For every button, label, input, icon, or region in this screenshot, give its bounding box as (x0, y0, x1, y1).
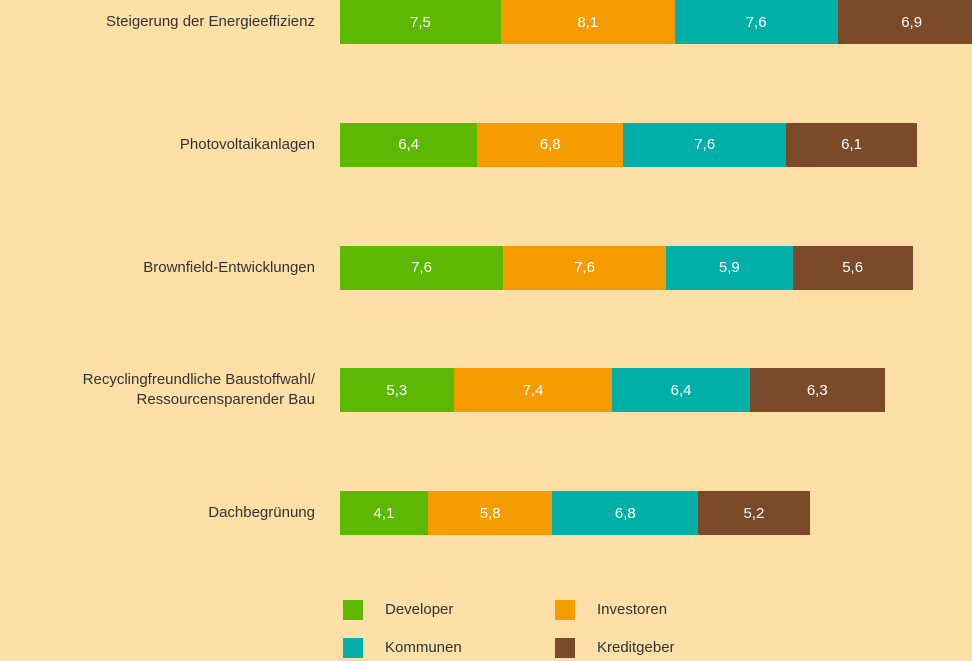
bar-segment: 4,1 (340, 491, 428, 535)
legend-swatch (555, 638, 575, 658)
value-label: 7,6 (745, 13, 767, 31)
bar-segment: 6,3 (749, 368, 885, 413)
value-label: 4,1 (373, 504, 395, 522)
category-label: Steigerung der Energieeffizienz (105, 13, 315, 30)
legend-label: Investoren (597, 601, 668, 618)
value-label: 7,4 (522, 381, 544, 399)
bar-segment: 5,2 (698, 491, 810, 535)
value-label: 5,8 (479, 504, 501, 522)
value-label: 7,6 (411, 259, 432, 276)
value-label: 7,6 (574, 259, 595, 276)
bar-segment: 7,6 (503, 245, 667, 290)
category-label: Brownfield-Entwicklungen (143, 258, 315, 276)
bar-segment: 8,1 (500, 0, 675, 44)
legend-label: Developer (385, 601, 454, 618)
value-label: 6,4 (670, 381, 692, 399)
bar-segment: 7,6 (623, 122, 787, 167)
value-label: 5,6 (842, 259, 864, 276)
bar-segment: 5,3 (340, 368, 454, 413)
legend-label: Kommunen (385, 639, 462, 656)
category-label: Recyclingfreundliche Baustoffwahl/ Resso… (82, 371, 315, 409)
value-label: 7,5 (410, 13, 431, 31)
legend-swatch (343, 638, 363, 658)
value-label: 7,6 (694, 136, 716, 154)
bar-segment: 6,1 (786, 122, 917, 167)
legend-swatch (555, 600, 575, 620)
bar-segment: 7,6 (674, 0, 838, 44)
value-label: 6,1 (841, 136, 862, 154)
bar-segment: 6,9 (837, 0, 972, 44)
bar-segment: 6,8 (552, 491, 699, 535)
value-label: 5,3 (386, 381, 408, 399)
bar-segment: 7,4 (453, 368, 613, 413)
bar-segment: 6,8 (477, 122, 624, 167)
bar-segment: 5,8 (427, 491, 553, 535)
bar-segment: 5,9 (666, 245, 793, 290)
bar-segment: 7,6 (340, 245, 504, 290)
value-label: 6,4 (398, 136, 420, 154)
value-label: 6,9 (901, 13, 923, 31)
value-label: 5,2 (743, 504, 765, 522)
value-label: 8,1 (577, 13, 599, 31)
bar-segment: 6,4 (612, 368, 750, 413)
bar-segment: 6,4 (340, 122, 478, 167)
legend-label: Kreditgeber (597, 639, 675, 656)
value-label: 6,3 (806, 381, 828, 399)
legend-swatch (343, 600, 363, 620)
value-label: 5,9 (718, 259, 740, 276)
value-label: 6,8 (539, 136, 561, 154)
bar-segment: 7,5 (340, 0, 501, 44)
category-label: Dachbegrünung (208, 504, 315, 521)
value-label: 6,8 (614, 504, 636, 522)
category-label: Photovoltaikanlagen (179, 135, 315, 153)
bar-segment: 5,6 (792, 245, 913, 290)
